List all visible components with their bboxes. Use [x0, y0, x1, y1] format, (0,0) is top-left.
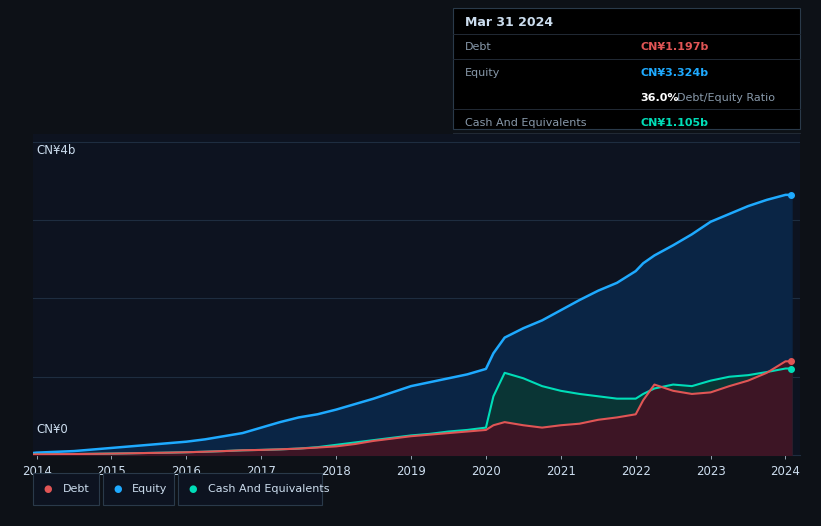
- Text: ●: ●: [44, 484, 52, 494]
- Text: Cash And Equivalents: Cash And Equivalents: [465, 117, 586, 128]
- Text: Equity: Equity: [465, 68, 500, 78]
- Text: CN¥0: CN¥0: [37, 423, 68, 436]
- Text: CN¥3.324b: CN¥3.324b: [640, 68, 709, 78]
- Text: Debt: Debt: [62, 484, 89, 494]
- Text: ●: ●: [113, 484, 122, 494]
- Text: Equity: Equity: [132, 484, 167, 494]
- Text: CN¥4b: CN¥4b: [37, 144, 76, 157]
- Text: CN¥1.197b: CN¥1.197b: [640, 42, 709, 53]
- Text: CN¥1.105b: CN¥1.105b: [640, 117, 709, 128]
- Text: Mar 31 2024: Mar 31 2024: [465, 16, 553, 29]
- Text: Debt/Equity Ratio: Debt/Equity Ratio: [677, 93, 775, 104]
- Text: 36.0%: 36.0%: [640, 93, 679, 104]
- Text: Cash And Equivalents: Cash And Equivalents: [208, 484, 329, 494]
- Text: Debt: Debt: [465, 42, 492, 53]
- Text: ●: ●: [189, 484, 197, 494]
